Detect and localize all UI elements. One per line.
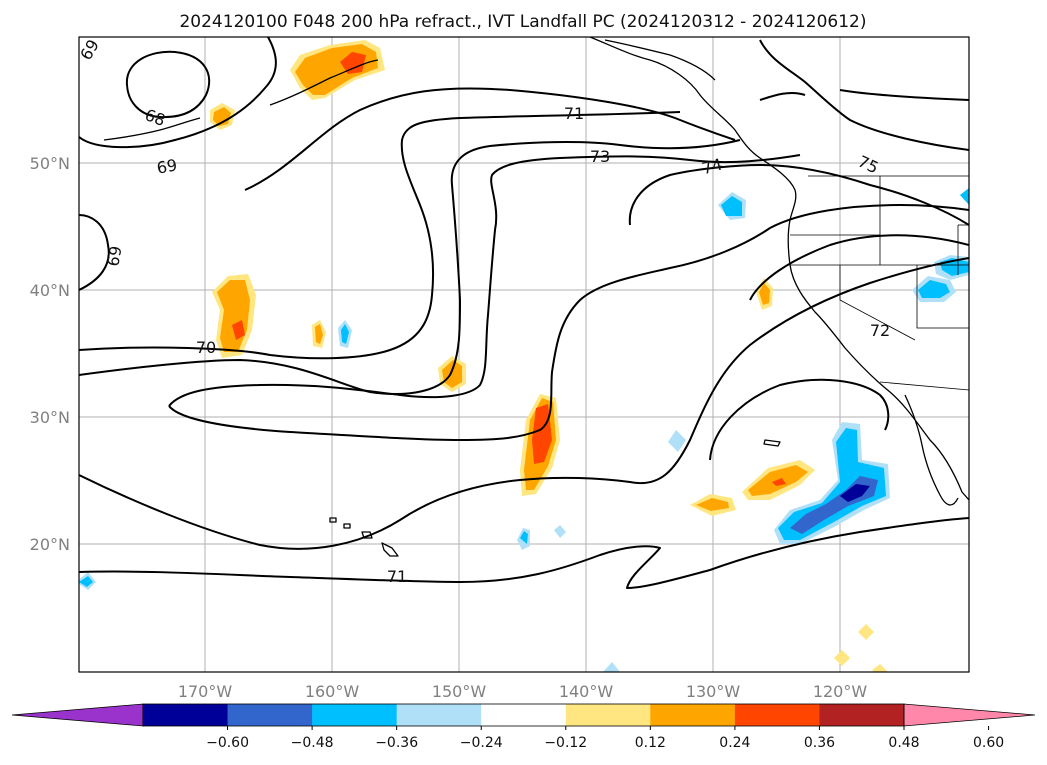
contour-label: 71: [564, 104, 584, 123]
colorbar-segment: [481, 704, 567, 726]
contour-label: 73: [590, 147, 610, 166]
colorbar-segment: [819, 704, 905, 726]
colorbar-segment: [312, 704, 398, 726]
latitude-labels: 50°N 40°N 30°N 20°N: [30, 154, 70, 554]
colorbar-labels: −0.60 −0.48 −0.36 −0.24 −0.12 0.12 0.24 0.36 0.4…: [206, 726, 1004, 751]
lon-label: 150°W: [432, 682, 487, 701]
colorbar-tick-label: −0.36: [375, 735, 418, 751]
lon-label: 170°W: [178, 682, 233, 701]
colorbar-tick-label: −0.12: [544, 735, 587, 751]
colorbar-segment: [396, 704, 482, 726]
lat-label: 50°N: [30, 154, 70, 173]
colorbar-tick-label: 0.24: [719, 735, 750, 751]
colorbar-extend-high: [903, 703, 1036, 727]
lon-label: 120°W: [813, 682, 868, 701]
colorbar-frame: [142, 703, 905, 727]
lat-label: 40°N: [30, 281, 70, 300]
colorbar-segment: [227, 704, 313, 726]
colorbar-tick-label: −0.60: [206, 735, 249, 751]
filled-anomaly-patches: [79, 40, 969, 672]
colorbar-segment: [143, 704, 229, 726]
contour-label: 69: [103, 244, 125, 267]
map-frame: [78, 36, 970, 673]
colorbar-segment: [565, 704, 651, 726]
contour-label: 72: [870, 321, 890, 340]
colorbar-tick-label: −0.48: [291, 735, 334, 751]
height-contours: [79, 37, 969, 589]
colorbar-tick-label: 0.60: [973, 735, 1004, 751]
figure-title: 2024120100 F048 200 hPa refract., IVT La…: [179, 12, 866, 32]
borders: [790, 175, 969, 391]
lon-label: 140°W: [559, 682, 614, 701]
contour-label: 74: [700, 155, 725, 179]
lon-label: 130°W: [686, 682, 741, 701]
contour-labels: 69 68 69 69 70 71 73 74 75 72 71: [79, 37, 890, 586]
contour-label: 71: [387, 567, 407, 586]
colorbar: [11, 703, 1036, 727]
colorbar-extend-low: [11, 703, 144, 727]
longitude-labels: 170°W 160°W 150°W 140°W 130°W 120°W: [178, 682, 868, 701]
coastlines: [103, 37, 969, 557]
colorbar-segment: [734, 704, 820, 726]
colorbar-tick-label: −0.24: [460, 735, 503, 751]
lat-label: 30°N: [30, 408, 70, 427]
lon-label: 160°W: [305, 682, 360, 701]
contour-label: 70: [196, 338, 216, 357]
contour-label: 69: [155, 155, 178, 177]
colorbar-tick-label: 0.48: [888, 735, 919, 751]
colorbar-tick-label: 0.12: [635, 735, 666, 751]
colorbar-segment: [650, 704, 736, 726]
lat-label: 20°N: [30, 535, 70, 554]
colorbar-tick-label: 0.36: [804, 735, 835, 751]
